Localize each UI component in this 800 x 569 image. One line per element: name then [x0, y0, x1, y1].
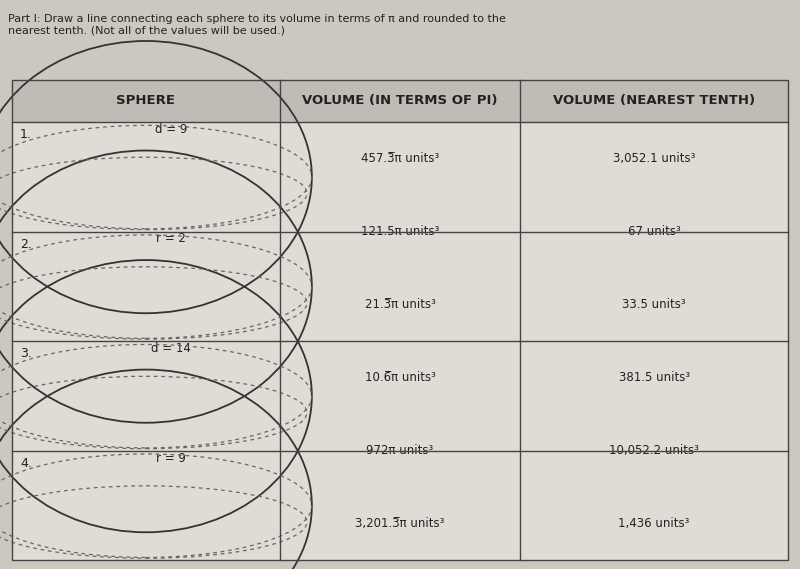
Text: 121.5π units³: 121.5π units³	[361, 225, 439, 238]
Text: d = 14: d = 14	[151, 342, 190, 355]
Text: 10,052.2 units³: 10,052.2 units³	[610, 444, 699, 457]
Text: 972π units³: 972π units³	[366, 444, 434, 457]
Text: 4.: 4.	[20, 456, 32, 469]
Text: 10.6̅π units³: 10.6̅π units³	[365, 372, 435, 385]
Text: SPHERE: SPHERE	[116, 94, 175, 108]
Text: 2.: 2.	[20, 238, 32, 250]
Text: 33.5 units³: 33.5 units³	[622, 298, 686, 311]
Text: 1.: 1.	[20, 128, 32, 141]
Text: 21.3̅π units³: 21.3̅π units³	[365, 298, 435, 311]
Bar	[12, 80, 788, 560]
Text: r = 2: r = 2	[156, 233, 186, 245]
Text: VOLUME (IN TERMS OF PI): VOLUME (IN TERMS OF PI)	[302, 94, 498, 108]
Text: VOLUME (NEAREST TENTH): VOLUME (NEAREST TENTH)	[553, 94, 755, 108]
Text: d = 9: d = 9	[154, 123, 187, 136]
Text: 3.: 3.	[20, 347, 32, 360]
Text: 457.3̅π units³: 457.3̅π units³	[361, 152, 439, 166]
Text: 67 units³: 67 units³	[628, 225, 681, 238]
Text: Part I: Draw a line connecting each sphere to its volume in terms of π and round: Part I: Draw a line connecting each sphe…	[8, 14, 506, 24]
Text: nearest tenth. (Not all of the values will be used.): nearest tenth. (Not all of the values wi…	[8, 26, 285, 36]
Text: 381.5 units³: 381.5 units³	[618, 372, 690, 385]
Text: 3,052.1 units³: 3,052.1 units³	[613, 152, 695, 166]
Text: r = 9: r = 9	[156, 452, 186, 464]
Bar	[12, 80, 788, 560]
Text: 1,436 units³: 1,436 units³	[618, 517, 690, 530]
Bar	[12, 80, 788, 122]
Text: 3,201.3̅π units³: 3,201.3̅π units³	[355, 517, 445, 530]
